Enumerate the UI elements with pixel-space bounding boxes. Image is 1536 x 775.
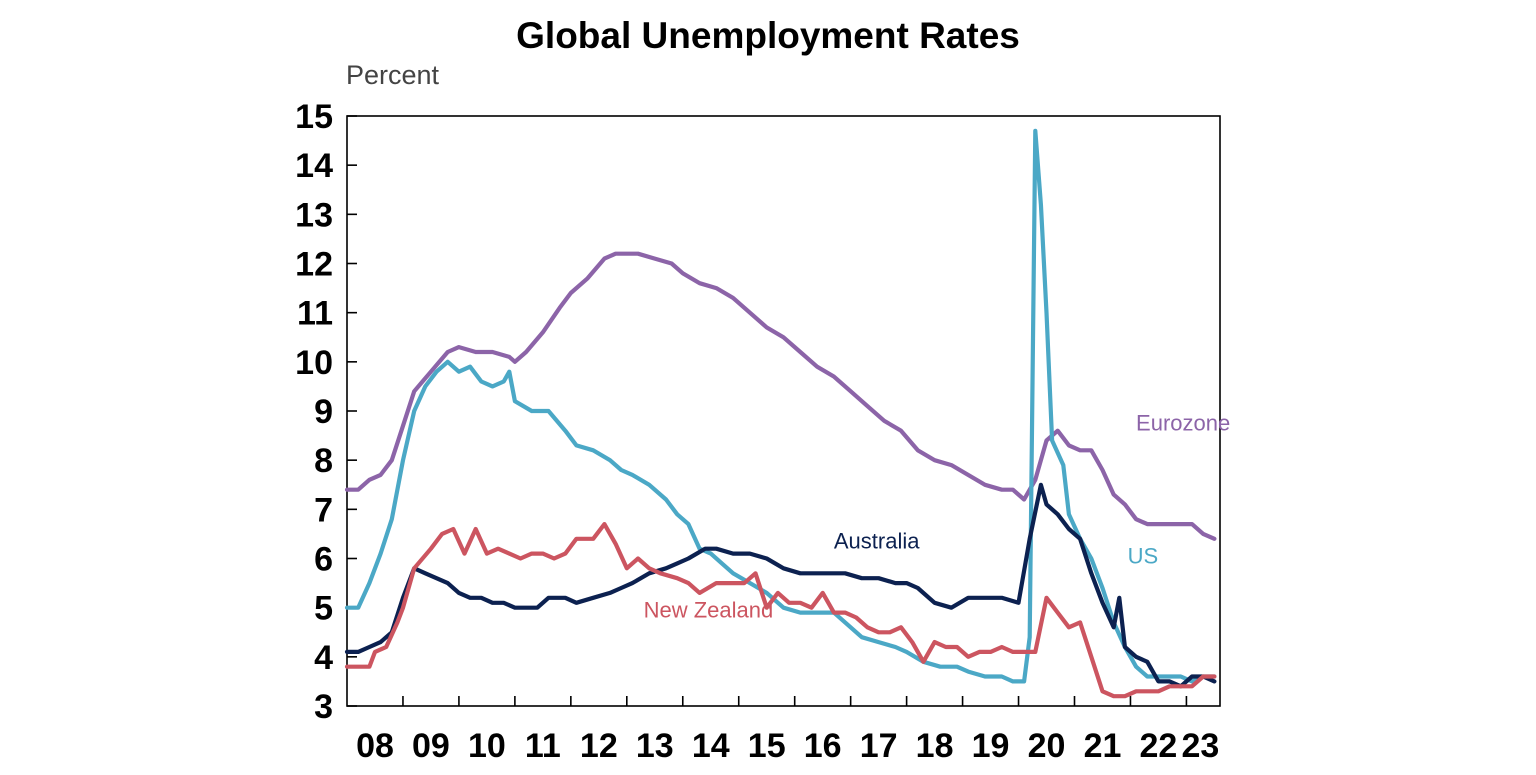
y-tick-label: 5 [314, 590, 333, 628]
y-tick-label: 13 [295, 196, 333, 234]
x-tick-label: 10 [468, 727, 506, 765]
y-axis-unit-label: Percent [346, 60, 440, 90]
x-axis: 08 09 10 11 12 13 14 15 16 17 18 19 20 21 22 23 [356, 696, 1219, 765]
x-tick-label: 18 [916, 727, 954, 765]
x-tick-label: 15 [748, 727, 786, 765]
plot-area-frame [346, 115, 1221, 707]
x-tick-label: 22 [1140, 727, 1178, 765]
series-label-eurozone: Eurozone [1136, 411, 1230, 436]
series-line-us [344, 128, 1217, 684]
series-label-new-zealand: New Zealand [644, 598, 774, 623]
x-tick-label: 14 [692, 727, 730, 765]
series-labels: Eurozone US Australia New Zealand [644, 411, 1231, 623]
y-axis: 3 4 5 6 7 8 9 10 11 12 13 14 15 [295, 98, 357, 726]
x-tick-label: 12 [580, 727, 618, 765]
chart-title: Global Unemployment Rates [516, 15, 1020, 56]
y-tick-label: 4 [314, 639, 333, 677]
y-tick-label: 11 [297, 295, 333, 333]
x-tick-label: 19 [972, 727, 1010, 765]
y-tick-label: 14 [295, 147, 333, 185]
series-line-australia [344, 482, 1217, 689]
y-tick-label: 8 [314, 442, 333, 480]
y-tick-label: 7 [314, 491, 333, 529]
y-tick-label: 10 [295, 344, 333, 382]
series-label-us: US [1128, 543, 1159, 568]
x-tick-label: 20 [1028, 727, 1066, 765]
y-tick-label: 6 [314, 541, 333, 579]
y-tick-label: 9 [314, 393, 333, 431]
y-tick-label: 15 [295, 98, 333, 136]
x-tick-label: 23 [1181, 727, 1219, 765]
x-tick-label: 16 [804, 727, 842, 765]
x-tick-label: 17 [860, 727, 898, 765]
x-tick-label: 13 [636, 727, 674, 765]
y-tick-label: 12 [295, 246, 333, 284]
series-line-eurozone [344, 251, 1217, 541]
x-tick-label: 09 [412, 727, 450, 765]
series-label-australia: Australia [834, 529, 920, 554]
x-tick-label: 21 [1084, 727, 1122, 765]
series-line-new-zealand [344, 522, 1217, 699]
x-tick-label: 11 [525, 727, 561, 765]
series-lines [344, 128, 1217, 699]
y-tick-label: 3 [314, 688, 333, 726]
x-tick-label: 08 [356, 727, 394, 765]
